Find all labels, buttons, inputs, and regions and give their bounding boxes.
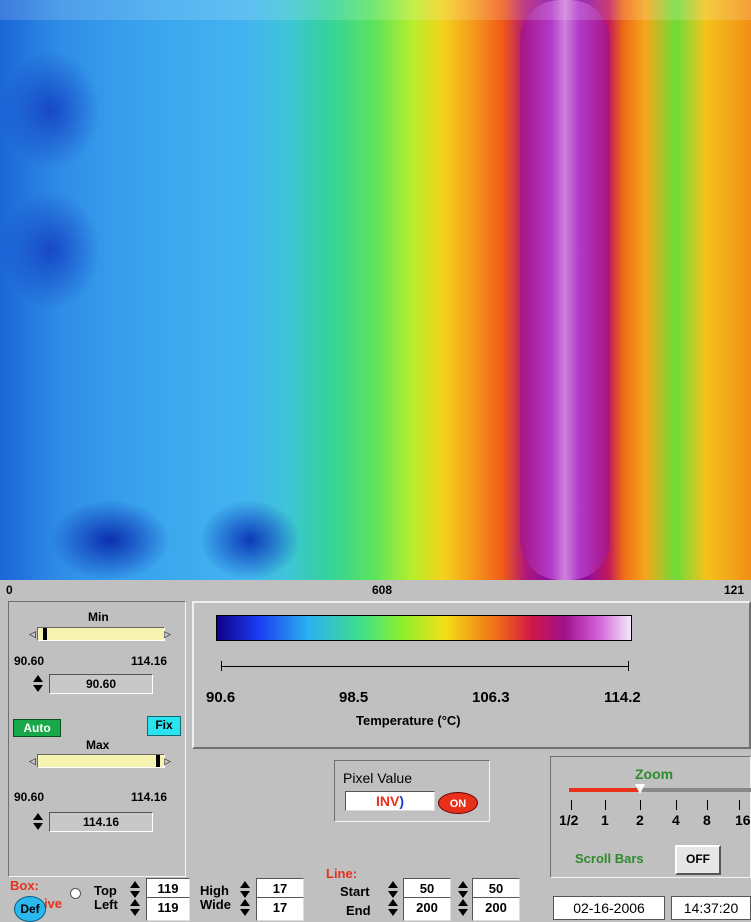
pixel-value-panel: Pixel Value INV) ON [334, 760, 490, 822]
live-radio[interactable] [70, 888, 81, 899]
colorbar-tick [221, 661, 222, 671]
zoom-tick-label-5[interactable]: 16 [735, 812, 751, 828]
wide-field[interactable]: 17 [256, 897, 304, 921]
min-slider-thumb[interactable] [43, 628, 47, 640]
colorbar-tick-label-1: 98.5 [339, 689, 369, 706]
zoom-tick-label-0[interactable]: 1/2 [559, 812, 579, 828]
zoom-tick [571, 800, 572, 810]
end-field-2[interactable]: 200 [472, 897, 520, 921]
left-spinner[interactable] [130, 898, 140, 918]
max-value-field[interactable]: 114.16 [49, 812, 153, 832]
zoom-track-fill [569, 788, 639, 792]
left-field[interactable]: 119 [146, 897, 190, 921]
auto-button[interactable]: Auto [13, 719, 61, 737]
min-range-high: 114.16 [131, 654, 168, 668]
max-slider-thumb[interactable] [156, 755, 160, 767]
high-spinner[interactable] [240, 880, 250, 900]
max-range-low: 90.60 [14, 790, 45, 804]
box-label: Box: [10, 878, 39, 893]
min-slider[interactable] [37, 627, 165, 641]
colorbar-tick-label-3: 114.2 [604, 689, 641, 706]
end-field-1[interactable]: 200 [403, 897, 451, 921]
start-label: Start [340, 884, 370, 899]
pixel-value-on-button[interactable]: ON [438, 792, 478, 814]
high-label: High [200, 883, 229, 898]
zoom-title: Zoom [635, 766, 674, 782]
axis-left-label: 0 [6, 583, 13, 597]
pixel-value-title: Pixel Value [343, 770, 413, 786]
end-label: End [346, 903, 371, 918]
colorbar-tick-label-0: 90.6 [206, 689, 236, 706]
zoom-tick-label-2[interactable]: 2 [636, 812, 644, 828]
min-value-field[interactable]: 90.60 [49, 674, 153, 694]
min-spinner[interactable] [33, 674, 43, 694]
colorbar-tick-label-2: 106.3 [472, 689, 510, 706]
end-spinner-2[interactable] [458, 898, 468, 918]
zoom-tick [605, 800, 606, 810]
min-label: Min [88, 610, 109, 624]
colorbar-panel: 90.6 98.5 106.3 114.2 Temperature (°C) [192, 601, 751, 749]
min-range-low: 90.60 [14, 654, 45, 668]
fix-button[interactable]: Fix [147, 716, 181, 736]
def-button[interactable]: Def [14, 896, 46, 922]
top-spinner[interactable] [130, 880, 140, 900]
max-slider-right-arrow[interactable]: ▷ [164, 756, 171, 766]
pixel-value-cursor: ) [399, 793, 404, 809]
wide-label: Wide [200, 897, 231, 912]
zoom-thumb[interactable] [635, 784, 645, 794]
max-slider[interactable] [37, 754, 165, 768]
colorbar-axis-title: Temperature (°C) [356, 713, 461, 728]
zoom-tick-label-3[interactable]: 4 [672, 812, 680, 828]
zoom-tick [707, 800, 708, 810]
line-label: Line: [326, 866, 358, 881]
thermal-image[interactable] [0, 0, 751, 580]
start-spinner-1[interactable] [388, 880, 398, 900]
colorbar-axis [221, 666, 629, 667]
pixel-value-field[interactable]: INV) [345, 791, 435, 811]
zoom-panel: Zoom 1/2 1 2 4 8 16 Scroll Bars OFF [550, 756, 751, 878]
max-slider-left-arrow[interactable]: ◁ [29, 756, 36, 766]
scroll-bars-label: Scroll Bars [575, 851, 644, 866]
min-slider-right-arrow[interactable]: ▷ [164, 629, 171, 639]
max-label: Max [86, 738, 110, 752]
colorbar [216, 615, 632, 641]
min-slider-left-arrow[interactable]: ◁ [29, 629, 36, 639]
zoom-track[interactable] [569, 788, 751, 792]
status-date: 02-16-2006 [553, 896, 665, 920]
image-axis: 0 608 121 [0, 580, 751, 598]
colorbar-tick [628, 661, 629, 671]
start-spinner-2[interactable] [458, 880, 468, 900]
zoom-tick [739, 800, 740, 810]
top-label: Top [94, 883, 117, 898]
max-range-high: 114.16 [131, 790, 168, 804]
max-spinner[interactable] [33, 812, 43, 832]
scroll-bars-off-button[interactable]: OFF [675, 845, 721, 875]
status-time: 14:37:20 [671, 896, 751, 920]
min-max-panel: Min ◁ ▷ 90.60 114.16 90.60 Auto Fix Max … [8, 601, 186, 877]
end-spinner-1[interactable] [388, 898, 398, 918]
zoom-tick [676, 800, 677, 810]
zoom-tick-label-1[interactable]: 1 [601, 812, 609, 828]
axis-right-label: 121 [724, 583, 745, 597]
left-label: Left [94, 897, 118, 912]
zoom-tick [640, 800, 641, 810]
zoom-tick-label-4[interactable]: 8 [703, 812, 711, 828]
axis-mid-label: 608 [372, 583, 393, 597]
pixel-value-text: INV [375, 793, 400, 809]
wide-spinner[interactable] [240, 898, 250, 918]
